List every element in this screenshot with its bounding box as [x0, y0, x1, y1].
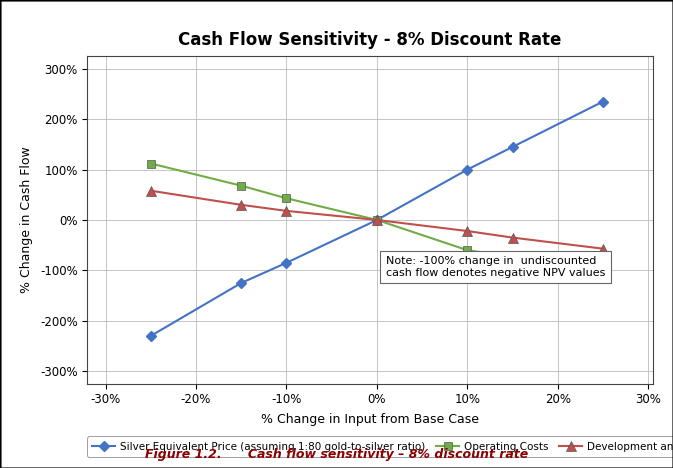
Text: Note: -100% change in  undiscounted
cash flow denotes negative NPV values: Note: -100% change in undiscounted cash …	[386, 256, 605, 278]
Legend: Silver Equivalent Price (assuming 1:80 gold-to-silver ratio), Operating Costs, D: Silver Equivalent Price (assuming 1:80 g…	[87, 437, 673, 457]
Y-axis label: % Change in Cash Flow: % Change in Cash Flow	[20, 146, 33, 293]
Title: Cash Flow Sensitivity - 8% Discount Rate: Cash Flow Sensitivity - 8% Discount Rate	[178, 31, 562, 49]
Text: Figure 1.2.      Cash flow sensitivity – 8% discount rate: Figure 1.2. Cash flow sensitivity – 8% d…	[145, 448, 528, 461]
X-axis label: % Change in Input from Base Case: % Change in Input from Base Case	[261, 413, 479, 426]
